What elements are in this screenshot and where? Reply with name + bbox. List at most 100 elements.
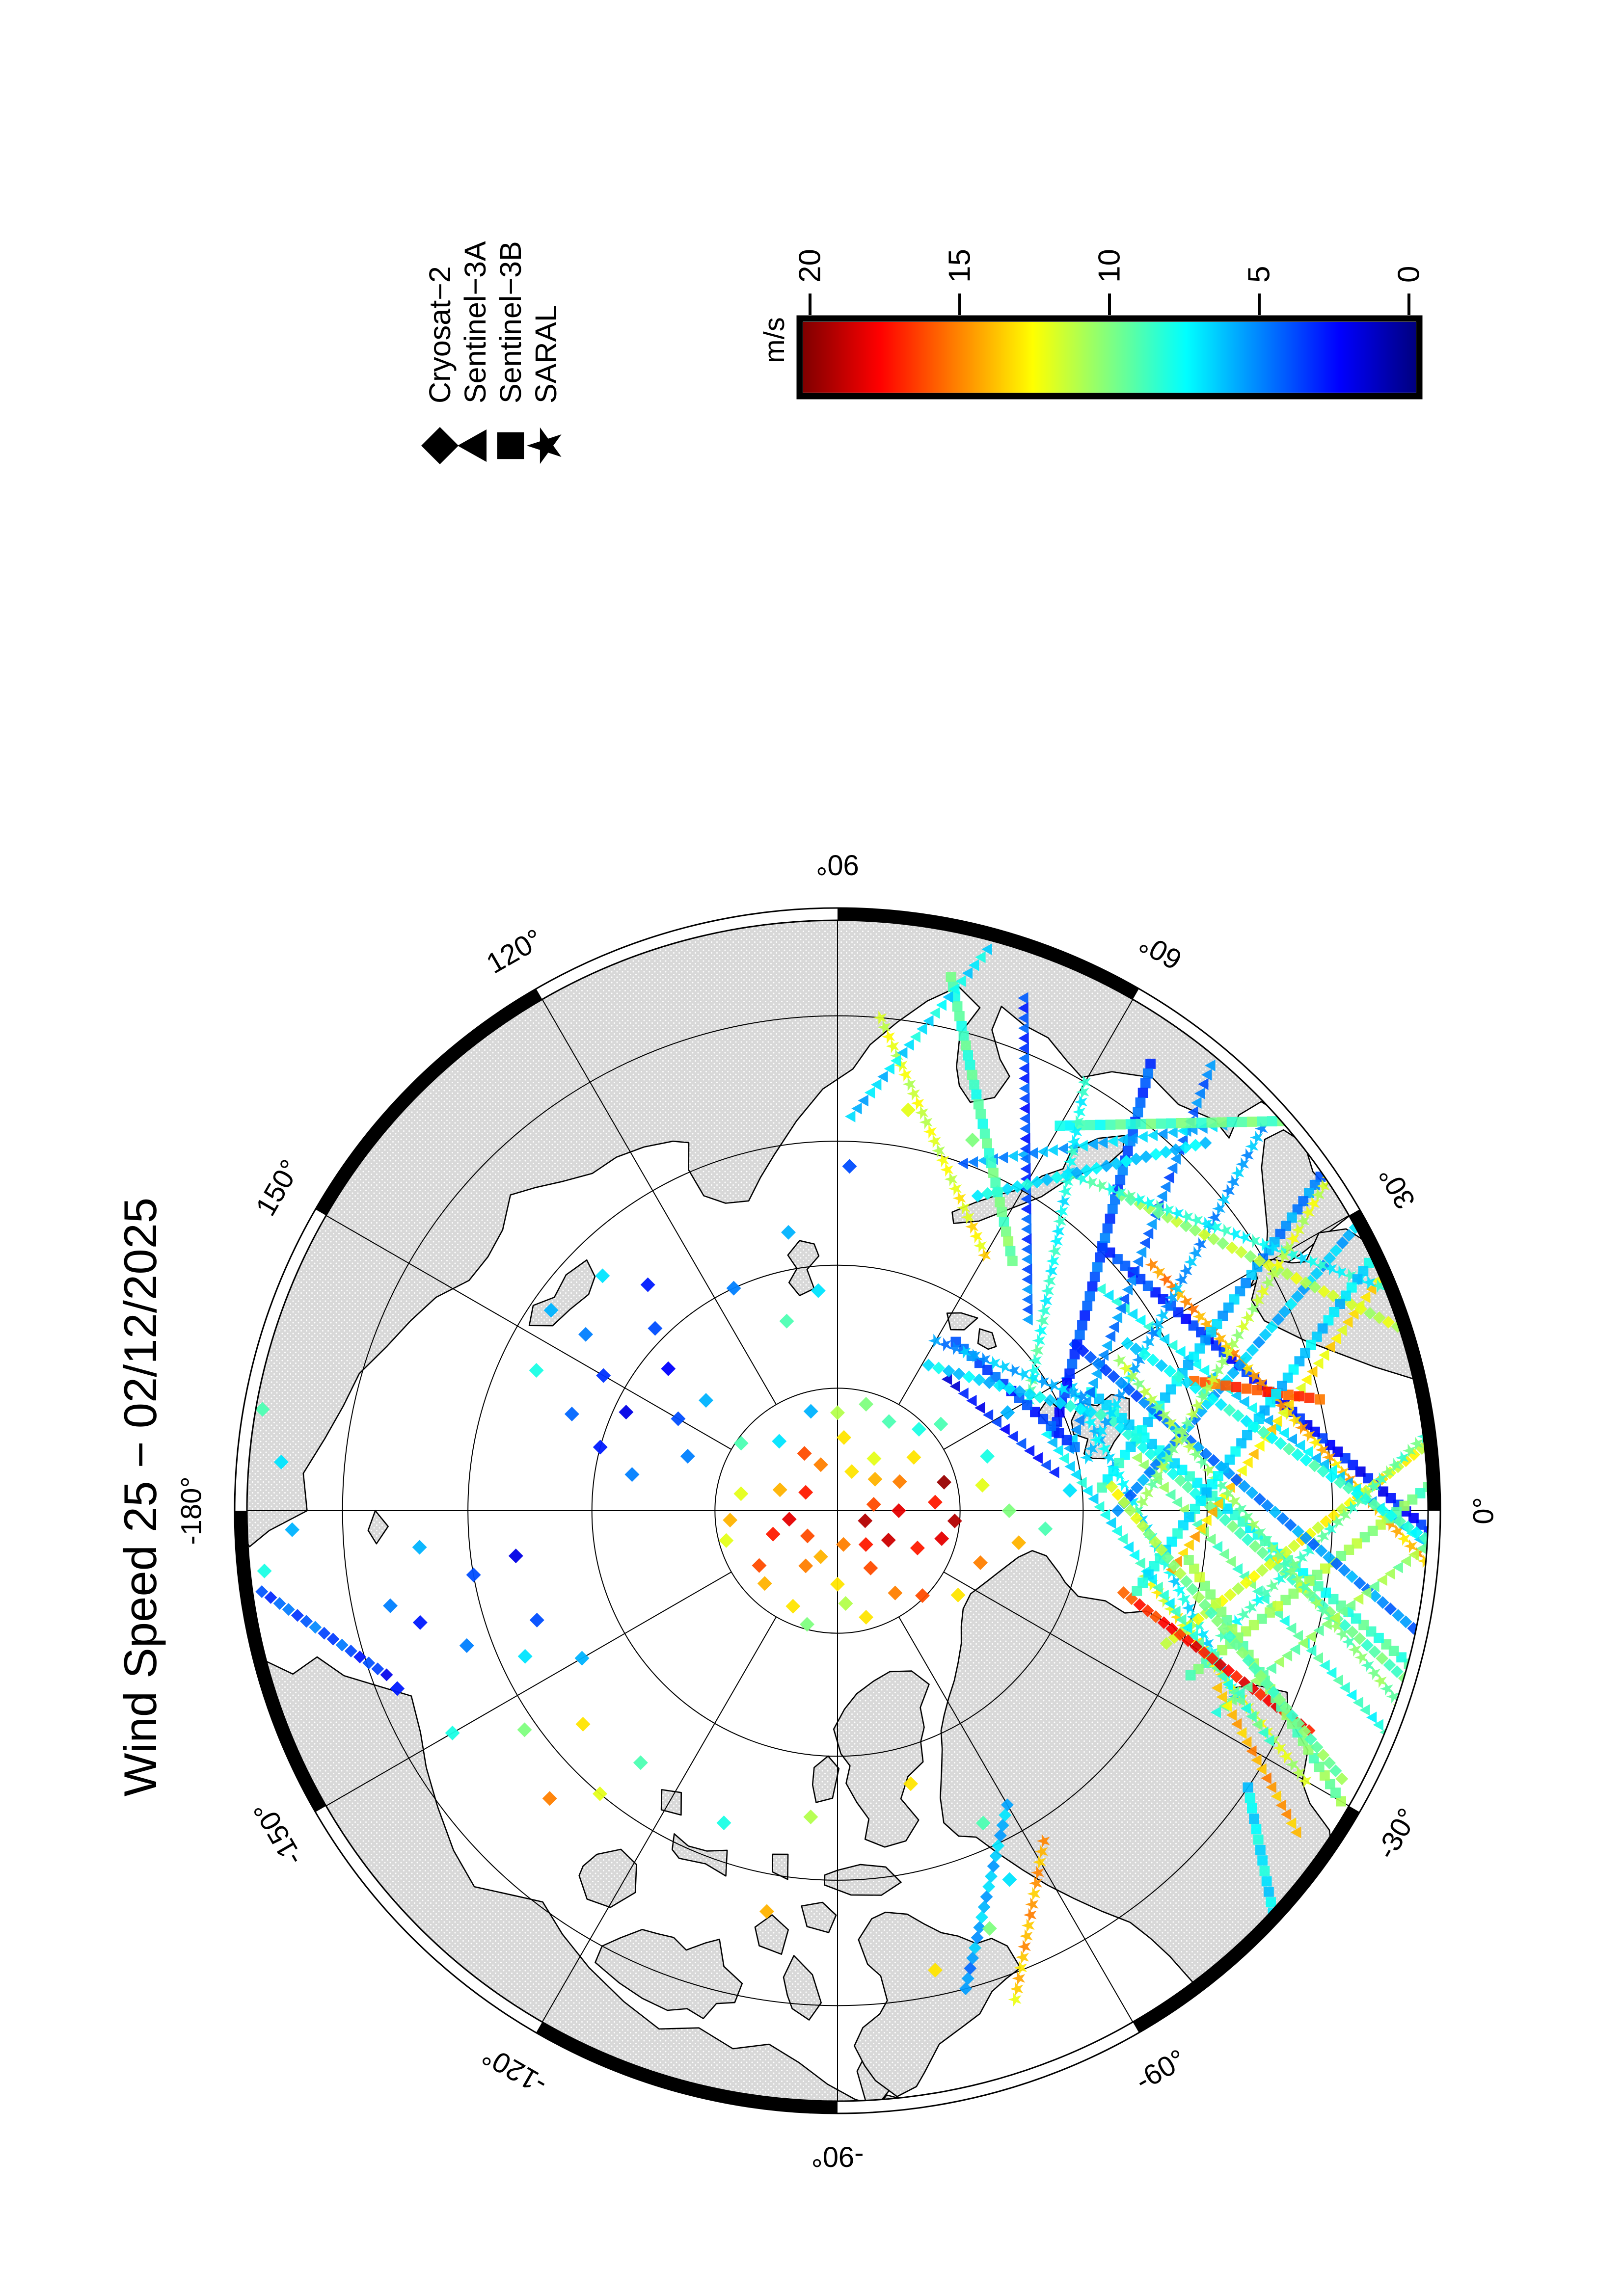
ice-point-marker bbox=[933, 1416, 948, 1432]
track-marker bbox=[1312, 1652, 1324, 1664]
track-marker bbox=[1265, 1578, 1279, 1593]
track-marker bbox=[1241, 1383, 1252, 1394]
track-marker bbox=[1409, 1437, 1423, 1451]
track-marker bbox=[1345, 1570, 1358, 1583]
track-marker bbox=[1294, 1391, 1304, 1402]
track-marker bbox=[1145, 1257, 1159, 1272]
track-marker bbox=[1419, 1531, 1428, 1545]
track-marker bbox=[1320, 1563, 1330, 1574]
track-marker bbox=[982, 1880, 996, 1893]
track-marker bbox=[1075, 1389, 1089, 1404]
track-marker bbox=[1129, 1342, 1142, 1356]
track-marker bbox=[1095, 1120, 1106, 1130]
track-marker bbox=[1156, 1190, 1167, 1202]
track-marker bbox=[1189, 1246, 1202, 1260]
border-black-arc bbox=[315, 988, 542, 1216]
track-marker bbox=[1403, 1443, 1416, 1458]
track-marker bbox=[1381, 1465, 1395, 1479]
ice-point-marker bbox=[285, 1522, 300, 1537]
track-marker bbox=[1445, 1584, 1458, 1598]
meridian-120 bbox=[541, 999, 777, 1405]
track-marker bbox=[942, 991, 953, 1003]
meridian--60 bbox=[898, 1616, 1134, 2023]
track-marker bbox=[1288, 1539, 1301, 1552]
track-marker bbox=[1136, 1246, 1147, 1258]
track-marker bbox=[1236, 1465, 1247, 1477]
ice-point-marker bbox=[910, 1540, 925, 1555]
track-marker bbox=[973, 1099, 984, 1110]
track-marker bbox=[1035, 1313, 1049, 1328]
track-marker bbox=[1141, 1604, 1154, 1617]
track-marker bbox=[1125, 1369, 1139, 1384]
track-marker bbox=[1065, 1120, 1075, 1131]
track-marker bbox=[1138, 1396, 1151, 1409]
track-marker bbox=[911, 1096, 924, 1110]
track-marker bbox=[1095, 1283, 1106, 1295]
track-marker bbox=[1184, 1255, 1197, 1269]
track-marker bbox=[969, 1079, 979, 1090]
track-marker bbox=[1221, 1700, 1232, 1712]
track-marker bbox=[1335, 1465, 1349, 1479]
track-marker bbox=[1301, 1374, 1312, 1386]
track-marker bbox=[1192, 1591, 1205, 1604]
ice-point-marker bbox=[830, 1576, 845, 1592]
track-marker bbox=[1021, 1253, 1032, 1265]
track-marker bbox=[1276, 1512, 1289, 1525]
track-marker bbox=[1226, 1694, 1237, 1706]
track-marker bbox=[1003, 1236, 1014, 1247]
track-marker bbox=[1070, 1115, 1084, 1129]
meridian--120 bbox=[541, 1616, 777, 2023]
track-marker bbox=[1294, 1356, 1305, 1366]
track-marker bbox=[1149, 1561, 1160, 1572]
track-marker bbox=[1265, 1541, 1279, 1555]
track-marker bbox=[1220, 1339, 1234, 1354]
track-marker bbox=[1111, 1504, 1124, 1517]
track-marker bbox=[1195, 1628, 1209, 1642]
track-marker bbox=[1289, 1643, 1300, 1655]
track-marker bbox=[1012, 1971, 1026, 1986]
track-marker bbox=[1160, 1451, 1174, 1465]
coastline-polygon-scandinavia bbox=[1251, 1228, 1428, 1444]
track-marker bbox=[1332, 1674, 1343, 1686]
track-marker bbox=[1089, 1433, 1103, 1447]
track-marker bbox=[940, 1163, 954, 1177]
track-marker bbox=[1155, 1553, 1165, 1563]
track-marker bbox=[1136, 1520, 1149, 1533]
meridian-label--60: -60° bbox=[1130, 2043, 1191, 2097]
track-marker bbox=[1282, 1442, 1296, 1456]
track-marker bbox=[1227, 1494, 1241, 1508]
track-marker bbox=[1032, 1334, 1046, 1348]
track-marker bbox=[1234, 1526, 1247, 1540]
track-marker bbox=[1188, 1106, 1198, 1118]
track-marker bbox=[1077, 1320, 1087, 1331]
ice-point-marker bbox=[975, 1815, 991, 1831]
track-marker bbox=[1144, 1392, 1158, 1407]
track-marker bbox=[1159, 1333, 1170, 1345]
track-marker bbox=[1022, 1273, 1032, 1285]
track-marker bbox=[1070, 1166, 1083, 1179]
track-marker bbox=[1317, 1748, 1330, 1762]
track-marker bbox=[1019, 1072, 1029, 1085]
track-marker bbox=[1256, 1763, 1267, 1775]
track-marker bbox=[928, 1334, 942, 1348]
track-marker bbox=[1265, 1320, 1278, 1334]
track-marker bbox=[1224, 1454, 1235, 1465]
track-marker bbox=[946, 972, 956, 983]
track-marker bbox=[1090, 1162, 1103, 1175]
track-marker bbox=[1211, 1614, 1224, 1628]
track-marker bbox=[1377, 1574, 1387, 1586]
track-marker bbox=[1437, 1342, 1450, 1355]
track-marker bbox=[1259, 1533, 1272, 1548]
track-marker bbox=[1333, 1476, 1347, 1489]
ice-point-marker bbox=[779, 1313, 794, 1329]
track-marker bbox=[1190, 1398, 1204, 1413]
track-marker bbox=[1111, 1311, 1123, 1324]
track-marker bbox=[958, 1388, 969, 1400]
ice-point-marker bbox=[757, 1576, 772, 1591]
track-marker bbox=[1251, 1593, 1265, 1607]
track-marker bbox=[1122, 1146, 1133, 1156]
ice-point-marker bbox=[906, 1450, 921, 1465]
track-marker bbox=[1321, 1163, 1332, 1174]
track-marker bbox=[1247, 1234, 1261, 1248]
